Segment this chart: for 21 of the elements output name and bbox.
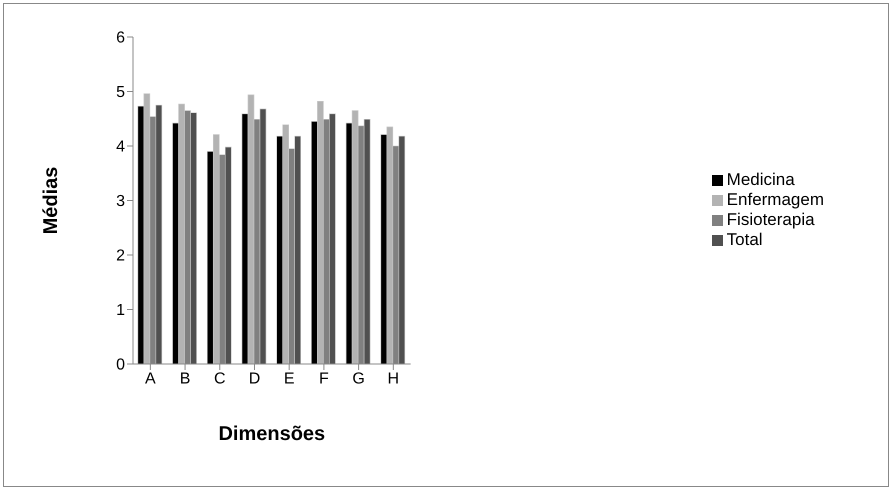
legend-label: Total (726, 230, 763, 249)
y-tick-label: 4 (116, 138, 126, 156)
y-tick-label: 5 (116, 84, 126, 102)
legend-label: Fisioterapia (726, 210, 815, 229)
legend-label: Medicina (726, 170, 795, 189)
x-tick-label: H (388, 370, 400, 388)
y-tick-label: 2 (116, 248, 126, 265)
y-tick-label: 0 (116, 356, 126, 374)
x-tick-label: A (145, 370, 156, 388)
x-tick-label: D (248, 370, 260, 388)
y-tick-label: 1 (116, 302, 126, 320)
y-tick-label: 6 (116, 30, 126, 47)
x-tick-label: F (319, 370, 330, 388)
x-tick-label: G (352, 370, 365, 388)
legend-label: Enfermagem (726, 190, 824, 209)
x-tick-label: B (180, 370, 190, 388)
y-axis-title: Médias (40, 166, 62, 234)
x-axis-title: Dimensões (218, 423, 326, 445)
y-tick-label: 3 (116, 193, 126, 210)
x-tick-label: C (214, 370, 226, 388)
x-tick-label: E (284, 370, 295, 388)
